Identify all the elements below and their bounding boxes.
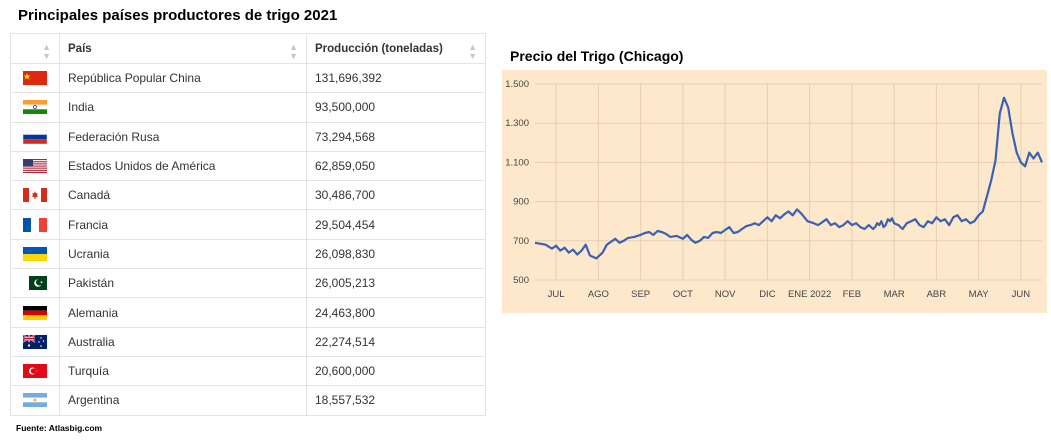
x-tick-label: AGO	[588, 289, 609, 300]
flag-cell	[10, 92, 60, 123]
table-row: India 93,500,000	[10, 92, 486, 123]
pakistan-flag-icon	[23, 276, 47, 291]
ukraine-flag-icon	[23, 246, 47, 261]
production-cell: 73,294,568	[306, 121, 486, 152]
germany-flag-icon	[23, 305, 47, 320]
flag-cell	[10, 180, 60, 211]
australia-flag-icon	[23, 334, 47, 349]
production-cell: 62,859,050	[306, 150, 486, 182]
x-tick-label: MAR	[884, 289, 905, 300]
x-tick-label: DIC	[759, 289, 776, 300]
production-cell: 26,005,213	[306, 268, 486, 299]
country-cell: Australia	[59, 326, 307, 357]
sort-icon[interactable]: ▲ ▼	[42, 42, 51, 61]
header-flag-column[interactable]: ▲ ▼	[10, 33, 60, 64]
y-tick-label: 1.100	[505, 157, 529, 168]
country-cell: Ucrania	[59, 238, 307, 270]
flag-cell	[10, 150, 60, 182]
x-tick-label: ENE 2022	[788, 289, 831, 300]
flag-cell	[10, 385, 60, 416]
country-cell: Francia	[59, 209, 307, 240]
sort-icon[interactable]: ▲ ▼	[289, 42, 298, 61]
turkey-flag-icon	[23, 364, 47, 379]
flag-cell	[10, 355, 60, 387]
table-row: Alemania 24,463,800	[10, 297, 486, 328]
india-flag-icon	[23, 100, 47, 115]
table-row: Ucrania 26,098,830	[10, 238, 486, 270]
table-row: Argentina 18,557,532	[10, 385, 486, 416]
country-cell: Argentina	[59, 385, 307, 416]
series-line	[534, 96, 1044, 260]
header-country[interactable]: País ▲ ▼	[59, 33, 307, 64]
x-tick-label: SEP	[631, 289, 650, 300]
production-cell: 20,600,000	[306, 355, 486, 387]
canada-flag-icon	[23, 188, 47, 203]
x-tick-label: NOV	[715, 289, 736, 300]
country-cell: Canadá	[59, 180, 307, 211]
country-cell: India	[59, 92, 307, 123]
chart-svg: 1.500 1.300 1.100 900 700 500 JUL AGO SEP OCT NOV D…	[505, 79, 1044, 300]
flag-cell	[10, 62, 60, 94]
china-flag-icon	[23, 71, 47, 86]
table-row: Canadá 30,486,700	[10, 180, 486, 211]
production-cell: 24,463,800	[306, 297, 486, 328]
table-row: República Popular China 131,696,392	[10, 62, 486, 94]
table-row: Francia 29,504,454	[10, 209, 486, 240]
flag-cell	[10, 268, 60, 299]
x-tick-label: MAY	[969, 289, 990, 300]
country-cell: Turquía	[59, 355, 307, 387]
country-cell: República Popular China	[59, 62, 307, 94]
table-row: Australia 22,274,514	[10, 326, 486, 357]
production-cell: 29,504,454	[306, 209, 486, 240]
x-tick-label: JUL	[548, 289, 565, 300]
flag-cell	[10, 297, 60, 328]
x-tick-label: JUN	[1012, 289, 1031, 300]
header-production-label: Producción (toneladas)	[315, 42, 443, 55]
page-title: Principales países productores de trigo …	[18, 7, 338, 24]
y-tick-label: 500	[513, 275, 529, 286]
y-tick-label: 700	[513, 236, 529, 247]
x-tick-label: FEB	[843, 289, 861, 300]
producers-table: ▲ ▼ País ▲ ▼ Producción (toneladas) ▲ ▼ Rep…	[10, 33, 486, 416]
production-cell: 131,696,392	[306, 62, 486, 94]
flag-cell	[10, 238, 60, 270]
table-header-row: ▲ ▼ País ▲ ▼ Producción (toneladas) ▲ ▼	[10, 33, 486, 64]
plot-area	[535, 84, 1042, 280]
table-row: Federación Rusa 73,294,568	[10, 121, 486, 152]
y-tick-label: 1.500	[505, 79, 529, 90]
flag-cell	[10, 121, 60, 152]
flag-cell	[10, 209, 60, 240]
production-cell: 30,486,700	[306, 180, 486, 211]
russia-flag-icon	[23, 129, 47, 144]
france-flag-icon	[23, 217, 47, 232]
table-row: Turquía 20,600,000	[10, 355, 486, 387]
x-tick-label: OCT	[673, 289, 693, 300]
production-cell: 18,557,532	[306, 385, 486, 416]
flag-cell	[10, 326, 60, 357]
argentina-flag-icon	[23, 393, 47, 408]
production-cell: 93,500,000	[306, 92, 486, 123]
production-cell: 22,274,514	[306, 326, 486, 357]
table-row: Pakistán 26,005,213	[10, 268, 486, 299]
chart-title: Precio del Trigo (Chicago)	[510, 48, 684, 64]
header-production[interactable]: Producción (toneladas) ▲ ▼	[306, 33, 486, 64]
y-tick-label: 900	[513, 197, 529, 208]
wheat-price-chart: 1.500 1.300 1.100 900 700 500 JUL AGO SEP OCT NOV D…	[502, 70, 1047, 313]
country-cell: Federación Rusa	[59, 121, 307, 152]
usa-flag-icon	[23, 159, 47, 174]
sort-icon[interactable]: ▲ ▼	[468, 42, 477, 61]
header-country-label: País	[68, 42, 92, 55]
production-cell: 26,098,830	[306, 238, 486, 270]
country-cell: Alemania	[59, 297, 307, 328]
source-note: Fuente: Atlasbig.com	[16, 423, 103, 433]
table-row: Estados Unidos de América 62,859,050	[10, 150, 486, 182]
country-cell: Estados Unidos de América	[59, 150, 307, 182]
y-tick-label: 1.300	[505, 118, 529, 129]
country-cell: Pakistán	[59, 268, 307, 299]
x-tick-label: ABR	[927, 289, 947, 300]
